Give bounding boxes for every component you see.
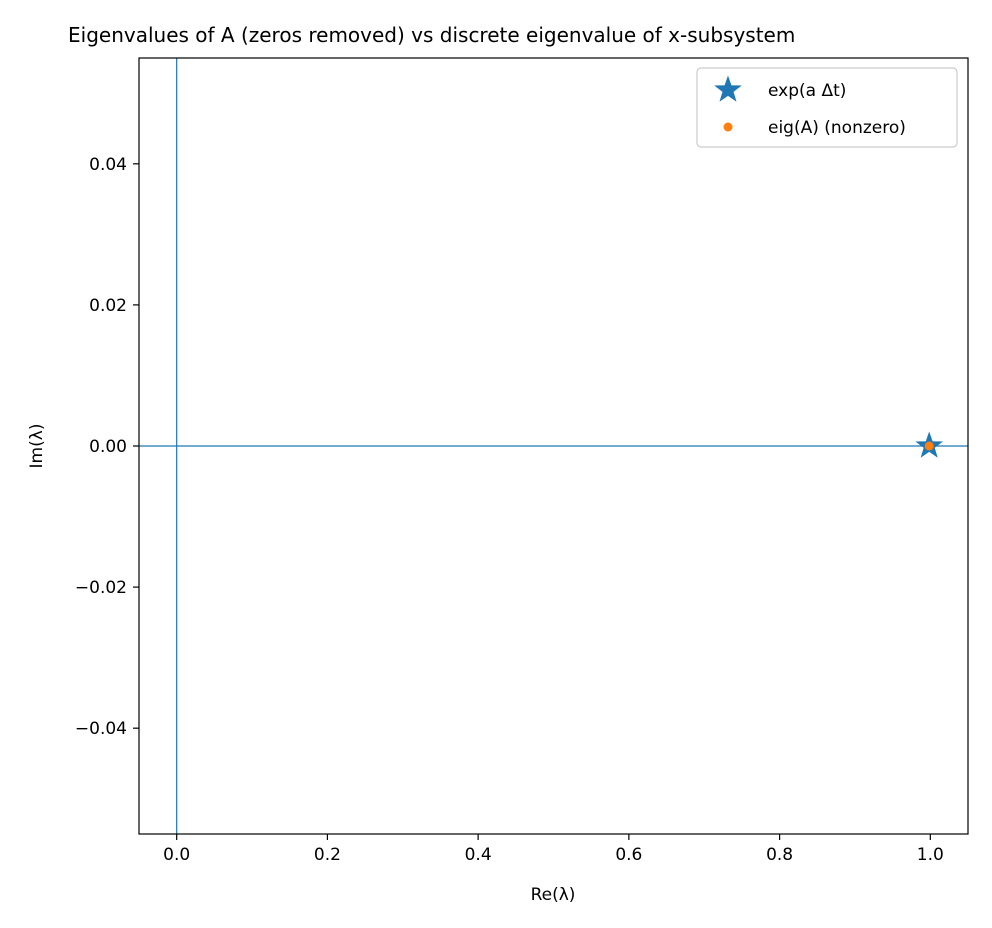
chart-title: Eigenvalues of A (zeros removed) vs disc… xyxy=(68,23,795,47)
x-tick-label: 0.4 xyxy=(465,845,492,865)
x-axis-ticks: 0.0 0.2 0.4 0.6 0.8 1.0 xyxy=(163,834,944,865)
legend-entry-label: exp(a Δt) xyxy=(768,81,846,101)
y-tick-label: −0.02 xyxy=(75,578,127,598)
x-axis-label: Re(λ) xyxy=(531,885,576,905)
legend-star-marker xyxy=(714,75,742,102)
reference-lines xyxy=(139,58,968,834)
y-tick-label: 0.04 xyxy=(89,155,127,175)
x-tick-label: 1.0 xyxy=(917,845,944,865)
y-tick-label: −0.04 xyxy=(75,719,127,739)
circle-point xyxy=(924,441,934,451)
y-tick-label: 0.00 xyxy=(89,437,127,457)
x-tick-label: 0.8 xyxy=(766,845,793,865)
x-tick-label: 0.0 xyxy=(163,845,190,865)
y-axis-ticks: −0.04 −0.02 0.00 0.02 0.04 xyxy=(75,155,139,739)
y-axis-label: Im(λ) xyxy=(27,424,47,469)
legend: exp(a Δt) eig(A) (nonzero) xyxy=(696,67,958,148)
legend-circle-marker xyxy=(723,122,733,132)
legend-box xyxy=(696,67,958,148)
y-tick-label: 0.02 xyxy=(89,296,127,316)
x-tick-label: 0.6 xyxy=(615,845,642,865)
legend-entry-label: eig(A) (nonzero) xyxy=(768,118,906,138)
x-tick-label: 0.2 xyxy=(314,845,341,865)
data-points xyxy=(915,431,943,458)
